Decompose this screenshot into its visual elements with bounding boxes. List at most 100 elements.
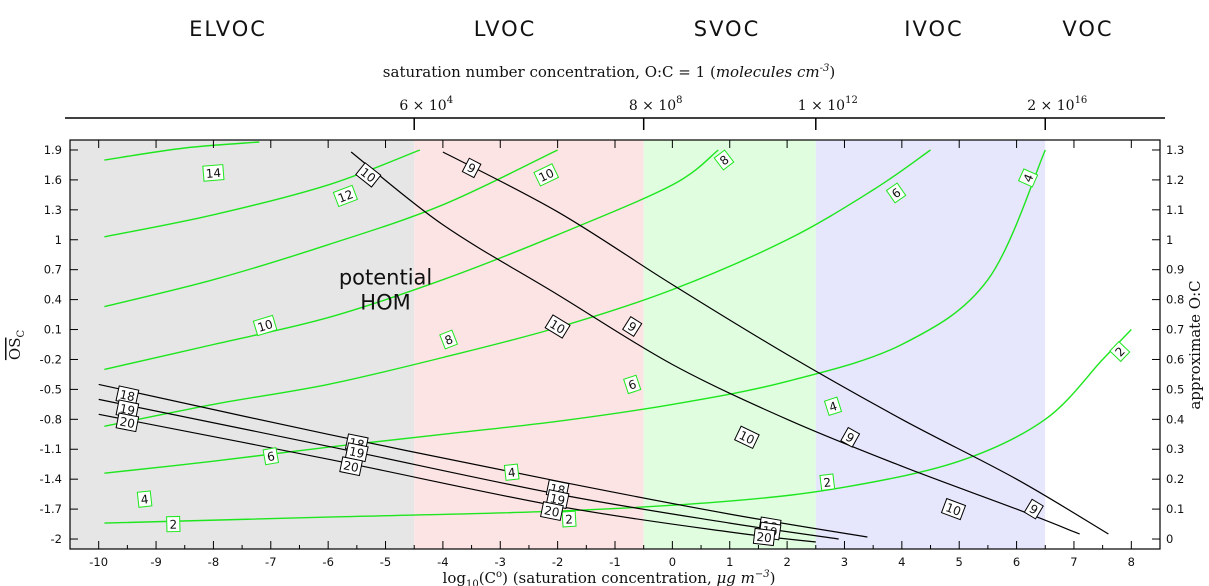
svg-text:14: 14 [205,166,221,181]
green-contour-label-4-6-1: 4 [503,463,520,481]
y-tick-label--1.4: -1.4 [40,472,62,486]
black-contour-label-20-4-3: 20 [752,527,776,547]
x-tick-label--5: -5 [380,555,391,569]
x-tick-label-1: 1 [726,555,733,569]
y-tick-label--1.1: -1.1 [40,442,62,456]
y-axis: 1.9 1.6 1.3 1 0.7 0.4 0.1 -0.2 -0.5 -0.8 -1.1 -1.4 -… [40,143,78,546]
y-tick-label--0.5: -0.5 [40,382,62,396]
green-contour-label-2-7-3: 2 [1109,340,1131,363]
svg-text:20: 20 [118,414,136,431]
x-tick-label--7: -7 [265,555,276,569]
svg-text:10: 10 [737,428,757,447]
black-contour-18 [98,383,868,538]
top-tick-label-0: 6 × 104 [399,95,453,114]
black-contour-label-10-0-2: 10 [733,425,760,450]
band-label-elvoc: ELVOC [189,17,267,41]
svg-text:20: 20 [342,458,360,475]
x-tick-label-3: 3 [841,555,848,569]
svg-text:6: 6 [627,377,639,393]
y-tick-label-0.7: 0.7 [44,263,62,277]
svg-text:18: 18 [118,387,136,404]
y2-tick-label-0.2: 0.2 [1166,472,1184,486]
green-contour-label-6-4-1: 6 [885,182,907,204]
green-contour-label-2-7-0: 2 [166,515,181,533]
green-contour-label-2-7-1: 2 [561,510,577,528]
green-contour-label-6-5-0: 6 [262,447,280,466]
band-labels: ELVOC LVOC SVOC IVOC VOC [189,17,1113,41]
green-contour-label-4-6-2: 4 [823,396,843,417]
x-tick-label-7: 7 [1070,555,1077,569]
y2-tick-label-0.5: 0.5 [1166,382,1184,396]
y2-tick-label-1.2: 1.2 [1166,173,1184,187]
y-tick-label--0.2: -0.2 [40,352,62,366]
black-contour-label-9-1-1: 9 [622,315,643,338]
green-contour-label-4-6-0: 4 [136,490,153,508]
y2-axis: 1.3 1.2 1.1 1 0.9 0.8 0.7 0.6 0.5 0.4 0.3 0.2 0.1 0 [1152,143,1184,546]
x-axis: -10 -9 -8 -7 -6 -5 -4 -3 -2 -1 0 1 2 3 4 5 6 7 8 [69,140,1161,569]
top-tick-label-3: 2 × 1016 [1027,95,1087,114]
y2-tick-label-0: 0 [1166,532,1173,546]
black-contour-20 [98,413,816,543]
svg-text:4: 4 [507,465,516,480]
y-axis-title: OSC [6,330,27,361]
green-contour-label-4-6-3: 4 [1017,168,1039,188]
green-contour-2-7 [104,329,1132,524]
top-tick-label-1: 8 × 108 [629,95,683,114]
green-contour-label-10-2-0: 10 [252,314,278,337]
y-tick-label--2: -2 [51,532,62,546]
svg-text:20: 20 [756,530,773,546]
black-contour-10 [350,151,1080,535]
y2-tick-label-0.3: 0.3 [1166,442,1184,456]
y2-tick-label-0.8: 0.8 [1166,293,1184,307]
top-axis: 6 × 104 8 × 108 1 × 1012 2 × 1016 [65,95,1165,130]
y2-tick-label-0.1: 0.1 [1166,502,1184,516]
x-axis-title: log10(Co) (saturation concentration, μg … [443,569,776,586]
black-contour-label-19-3-0: 19 [115,399,140,420]
y2-tick-label-1.1: 1.1 [1166,203,1184,217]
x-tick-label--9: -9 [150,555,161,569]
x-tick-label-0: 0 [669,555,676,569]
svg-text:20: 20 [543,503,561,520]
x-tick-label-6: 6 [1013,555,1020,569]
svg-text:10: 10 [944,500,963,518]
svg-text:12: 12 [336,187,355,206]
svg-text:6: 6 [266,449,276,464]
y-tick-label-1.9: 1.9 [44,143,62,157]
svg-text:2: 2 [565,512,573,526]
x-tick-label--4: -4 [437,555,448,569]
y2-tick-label-0.6: 0.6 [1166,352,1184,366]
y-tick-label--1.7: -1.7 [40,502,62,516]
band-voc [1045,140,1160,549]
y2-tick-label-0.4: 0.4 [1166,412,1184,426]
black-contour-label-20-4-1: 20 [339,456,363,477]
black-contours [98,151,1109,543]
x-tick-label--6: -6 [322,555,333,569]
svg-text:2: 2 [169,518,177,532]
green-contour-8-3 [104,149,719,371]
y2-tick-label-0.7: 0.7 [1166,323,1184,337]
black-contour-label-20-4-2: 20 [540,501,564,522]
black-contour-9 [442,151,1109,535]
svg-text:4: 4 [140,492,149,507]
annotation-line1: potential [339,266,432,290]
y2-tick-label-1: 1 [1166,233,1173,247]
hom-annotation: potential HOM [339,266,432,315]
black-contour-19 [98,398,839,540]
green-contour-label-6-4-0: 6 [623,374,642,395]
black-contour-label-10-0-3: 10 [940,497,967,521]
y-tick-label-0.4: 0.4 [44,293,62,307]
x-tick-label--2: -2 [552,555,563,569]
x-tick-label--8: -8 [208,555,219,569]
green-contour-10-2 [104,149,558,308]
y2-tick-label-0.9: 0.9 [1166,263,1184,277]
band-label-voc: VOC [1062,17,1113,41]
y2-axis-title: approximate O:C [1186,280,1204,409]
black-contour-label-9-1-3: 9 [1023,498,1044,520]
x-tick-label-5: 5 [956,555,963,569]
svg-text:2: 2 [823,475,832,490]
band-elvoc [70,140,415,549]
black-contour-label-20-4-0: 20 [115,412,140,433]
black-contour-label-10-0-1: 10 [544,314,571,339]
